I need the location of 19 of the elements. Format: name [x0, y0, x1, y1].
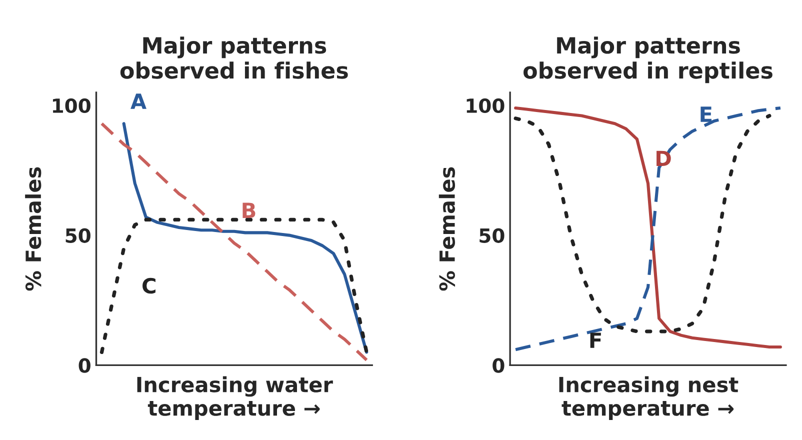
series-label: F [590, 332, 601, 348]
y-tick-label: 0 [492, 358, 504, 373]
series-label: B [242, 202, 256, 218]
series-label: A [130, 94, 146, 109]
y-axis-title: % Females [438, 167, 456, 291]
y-tick-label: 50 [66, 228, 90, 243]
x-axis-title: Increasing water temperature → [137, 376, 333, 420]
chart-title: Major patterns observed in reptiles [524, 36, 772, 84]
x-axis-title: Increasing nest temperature → [559, 376, 738, 420]
y-axis-title: % Females [25, 167, 42, 291]
chart-title: Major patterns observed in fishes [120, 36, 348, 79]
series-label: D [656, 150, 671, 166]
y-tick-label: 100 [466, 98, 504, 114]
series-label: E [700, 106, 712, 122]
y-tick-label: 0 [78, 358, 90, 373]
y-tick-label: 50 [480, 228, 504, 243]
series-label: C [142, 278, 156, 294]
y-tick-label: 100 [52, 98, 90, 114]
line-series [100, 218, 368, 354]
